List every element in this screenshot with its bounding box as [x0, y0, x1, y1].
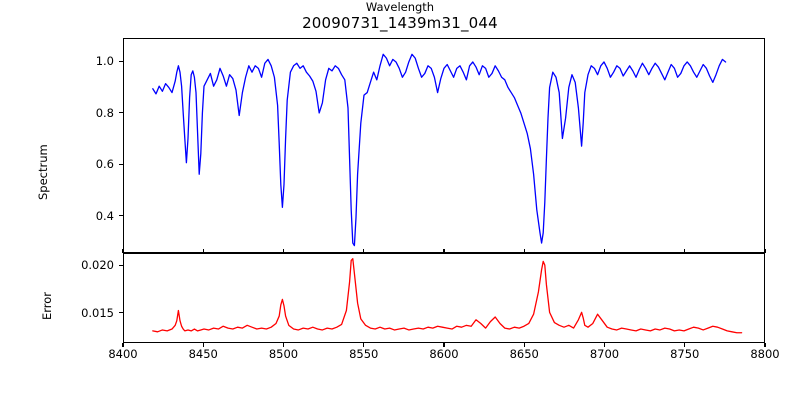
- y-tick-mark-spectrum: [119, 60, 123, 62]
- y-tick-mark-spectrum: [119, 112, 123, 114]
- x-tick-mark-upper: [122, 249, 124, 253]
- y-tick-label-spectrum: 0.6: [95, 157, 114, 172]
- y-tick-label-spectrum: 0.8: [95, 105, 114, 120]
- error-plot-panel[interactable]: [123, 253, 765, 343]
- x-tick-mark-upper: [764, 249, 766, 253]
- figure-title: 20090731_1439m31_044: [302, 14, 498, 32]
- x-tick-mark-upper: [202, 249, 204, 253]
- y-tick-label-spectrum: 0.4: [95, 208, 114, 223]
- x-tick-mark-upper: [603, 249, 606, 253]
- x-tick-label: 8500: [268, 347, 299, 361]
- x-tick-mark: [443, 343, 445, 347]
- spectrum-plot-panel[interactable]: [123, 38, 765, 253]
- y-tick-mark-spectrum: [119, 215, 123, 217]
- x-tick-mark: [684, 343, 686, 347]
- x-tick-mark-upper: [282, 249, 285, 253]
- y-tick-label-error: 0.020: [81, 258, 114, 273]
- y-tick-label-spectrum: 1.0: [95, 54, 114, 69]
- x-tick-mark: [122, 343, 124, 347]
- x-tick-label: 8600: [429, 347, 459, 361]
- y-tick-mark-error: [119, 312, 123, 314]
- x-tick-mark-upper: [523, 249, 525, 253]
- x-tick-mark: [523, 343, 525, 347]
- x-tick-mark-upper: [443, 249, 445, 253]
- y-tick-mark-spectrum: [119, 163, 123, 165]
- x-tick-mark: [202, 343, 204, 347]
- x-tick-label: 8650: [509, 347, 539, 361]
- x-tick-mark: [603, 343, 606, 347]
- spectrum-line-series: [124, 39, 764, 252]
- x-axis-label: Wavelength: [365, 0, 435, 14]
- error-line-series: [124, 254, 764, 342]
- x-tick-mark-upper: [684, 249, 686, 253]
- x-tick-label: 8800: [750, 347, 780, 361]
- x-tick-label: 8750: [670, 347, 700, 361]
- y-axis-label-spectrum: Spectrum: [36, 144, 50, 200]
- x-tick-mark: [363, 343, 365, 347]
- x-tick-mark: [764, 343, 766, 347]
- x-tick-label: 8450: [188, 347, 218, 361]
- y-tick-label-error: 0.015: [81, 305, 114, 320]
- y-tick-mark-error: [119, 264, 123, 266]
- x-tick-mark: [282, 343, 285, 347]
- x-tick-label: 8400: [108, 347, 138, 361]
- x-tick-mark-upper: [363, 249, 365, 253]
- x-tick-label: 8550: [349, 347, 379, 361]
- x-tick-label: 8700: [589, 347, 620, 361]
